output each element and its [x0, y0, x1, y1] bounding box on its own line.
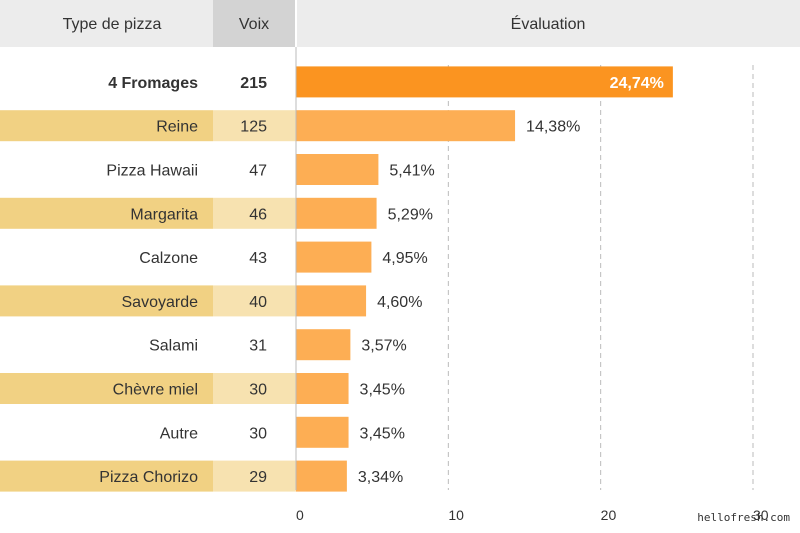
votes-value: 125: [240, 119, 267, 136]
category-label: Pizza Chorizo: [99, 469, 198, 486]
category-label: Calzone: [139, 250, 198, 267]
header-voix: Voix: [239, 16, 269, 33]
bar: [296, 66, 673, 98]
bar-value-label: 14,38%: [526, 119, 580, 136]
bar-value-label: 24,74%: [610, 75, 664, 92]
bar: [296, 241, 372, 273]
category-label: Reine: [156, 119, 198, 136]
bar: [296, 154, 379, 185]
votes-value: 46: [249, 206, 267, 223]
header-type-de-pizza: Type de pizza: [63, 16, 162, 33]
row-stripe-label: [0, 110, 213, 142]
bar: [296, 373, 349, 404]
bar-value-label: 5,29%: [388, 206, 433, 223]
grid-lines: [447, 65, 754, 490]
x-tick-label: 10: [448, 507, 464, 523]
category-label: 4 Fromages: [108, 75, 198, 92]
category-label: Savoyarde: [122, 294, 199, 311]
votes-value: 40: [249, 294, 267, 311]
votes-value: 215: [240, 75, 267, 92]
bar: [296, 285, 367, 317]
row-stripe-label: [0, 197, 213, 229]
row-stripe-votes: [213, 110, 296, 142]
row-stripes: [0, 110, 296, 492]
bar-value-label: 5,41%: [389, 163, 434, 180]
bar-value-label: 3,45%: [360, 425, 405, 442]
votes-value: 29: [249, 469, 267, 486]
x-axis-ticks: 0 10 20 30: [296, 507, 769, 523]
bar: [296, 110, 516, 142]
bar-value-label: 4,60%: [377, 294, 422, 311]
row-stripe-votes: [213, 197, 296, 229]
row-stripe-votes: [213, 285, 296, 317]
bar: [296, 197, 377, 229]
category-label: Chèvre miel: [113, 382, 198, 399]
bar: [296, 460, 347, 492]
bar: [296, 416, 349, 448]
bar-value-label: 3,34%: [358, 469, 403, 486]
category-label: Autre: [160, 425, 198, 442]
bar: [296, 329, 351, 361]
bar-value-label: 3,45%: [360, 382, 405, 399]
votes-value: 30: [249, 425, 267, 442]
votes-value: 47: [249, 163, 267, 180]
votes-value: 30: [249, 382, 267, 399]
x-tick-label: 20: [601, 507, 617, 523]
x-tick-label: 30: [753, 507, 769, 523]
row-stripe-votes: [213, 460, 296, 492]
category-label: Pizza Hawaii: [106, 163, 198, 180]
watermark-text: hellofresh.com: [697, 511, 790, 524]
row-stripe-votes: [213, 373, 296, 404]
header-evaluation: Évaluation: [511, 14, 586, 33]
x-tick-label: 0: [296, 507, 304, 523]
bar-value-label: 3,57%: [361, 338, 406, 355]
header-background: [0, 0, 800, 47]
bars: 24,74% 14,38% 5,41% 5,29% 4,95% 4,60% 3,57% 3,4…: [296, 66, 673, 492]
votes-value: 31: [249, 338, 267, 355]
row-stripe-label: [0, 373, 213, 404]
votes-header-background: [213, 0, 295, 47]
category-label: Salami: [149, 338, 198, 355]
category-label: Margarita: [130, 206, 198, 223]
row-stripe-label: [0, 460, 213, 492]
votes-value: 43: [249, 250, 267, 267]
row-labels: 4 Fromages 215 Reine 125 Pizza Hawaii 47 Marga…: [99, 75, 267, 486]
row-stripe-label: [0, 285, 213, 317]
bar-value-label: 4,95%: [382, 250, 427, 267]
